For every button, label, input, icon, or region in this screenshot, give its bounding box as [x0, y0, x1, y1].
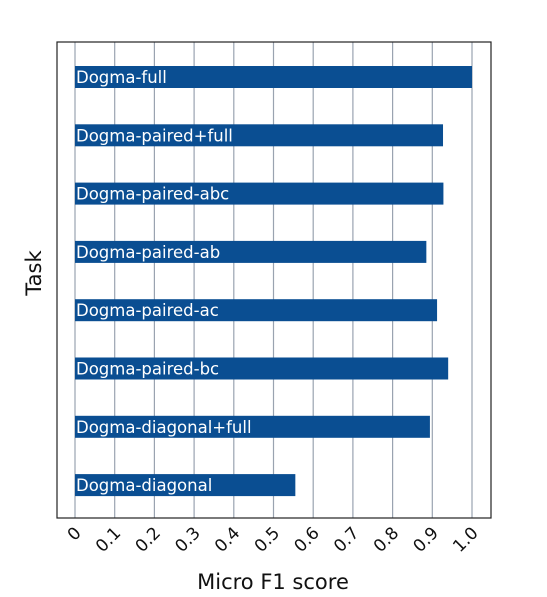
bar-6 [75, 415, 430, 438]
bar-2 [75, 182, 444, 205]
bar-labels: Dogma-full Dogma-paired+full Dogma-paired-… [76, 68, 252, 495]
x-tick-label-5: 0.5 [251, 523, 284, 556]
x-tick-label-2: 0.2 [132, 523, 165, 556]
plot-frame [56, 41, 492, 519]
x-tick-label-1: 0.1 [92, 523, 125, 556]
bar-0 [75, 66, 472, 88]
x-tick-labels: 0 0.1 0.2 0.3 0.4 0.5 0.6 0.7 0.8 0.9 1.0 [64, 523, 483, 556]
gridlines [74, 42, 473, 518]
bar-label-4: Dogma-paired-ac [76, 301, 219, 320]
bar-3 [75, 240, 427, 263]
bar-label-0: Dogma-full [76, 68, 167, 87]
x-tick-label-9: 0.9 [410, 523, 443, 556]
bar-7 [75, 474, 296, 497]
bar-label-2: Dogma-paired-abc [76, 185, 229, 204]
bar-label-3: Dogma-paired-ab [76, 243, 220, 262]
x-tick-label-7: 0.7 [330, 523, 363, 556]
x-tick-label-0: 0 [64, 523, 86, 545]
bar-label-7: Dogma-diagonal [76, 476, 212, 495]
bar-label-6: Dogma-diagonal+full [76, 418, 252, 437]
bar-label-5: Dogma-paired-bc [76, 360, 219, 379]
bars [75, 66, 472, 497]
x-tick-label-4: 0.4 [211, 523, 244, 556]
x-tick-label-8: 0.8 [370, 523, 403, 556]
bar-label-1: Dogma-paired+full [76, 126, 233, 145]
x-axis-title: Micro F1 score [197, 570, 349, 594]
x-tick-label-10: 1.0 [449, 523, 482, 556]
x-tick-label-3: 0.3 [171, 523, 204, 556]
bar-1 [75, 124, 444, 147]
x-tick-label-6: 0.6 [290, 523, 323, 556]
bar-4 [75, 299, 438, 322]
y-axis-title: Task [22, 250, 46, 297]
bar-5 [75, 357, 449, 380]
